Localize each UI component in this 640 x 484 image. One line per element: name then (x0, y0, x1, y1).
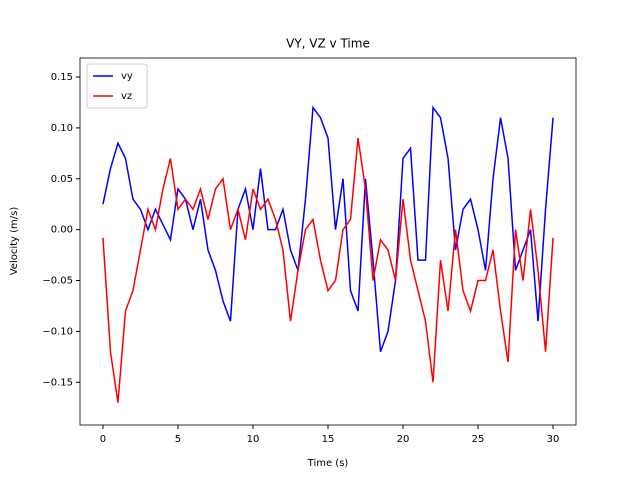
x-tick-label: 10 (247, 434, 260, 445)
legend-label: vy (121, 71, 133, 82)
y-tick-label: −0.15 (42, 377, 73, 388)
plot-frame (79, 57, 577, 426)
x-tick-label: 15 (322, 434, 335, 445)
x-tick-label: 0 (100, 434, 106, 445)
y-tick-label: −0.10 (42, 326, 73, 337)
x-tick-label: 5 (175, 434, 181, 445)
y-tick-label: 0.10 (51, 123, 73, 134)
y-tick-label: 0.00 (51, 225, 73, 236)
legend-box (86, 63, 148, 109)
x-tick-label: 30 (547, 434, 560, 445)
chart-title: VY, VZ v Time (286, 37, 370, 51)
data-line (102, 137, 554, 403)
legend-label: vz (121, 91, 132, 102)
x-tick-label: 20 (397, 434, 410, 445)
y-axis-label: Velocity (m/s) (9, 207, 20, 276)
x-tick-label: 25 (472, 434, 485, 445)
x-axis-label: Time (s) (307, 458, 349, 469)
y-tick-label: 0.05 (51, 174, 73, 185)
data-line (102, 105, 554, 353)
y-tick-label: −0.05 (42, 276, 73, 287)
y-tick-label: 0.15 (51, 72, 73, 83)
